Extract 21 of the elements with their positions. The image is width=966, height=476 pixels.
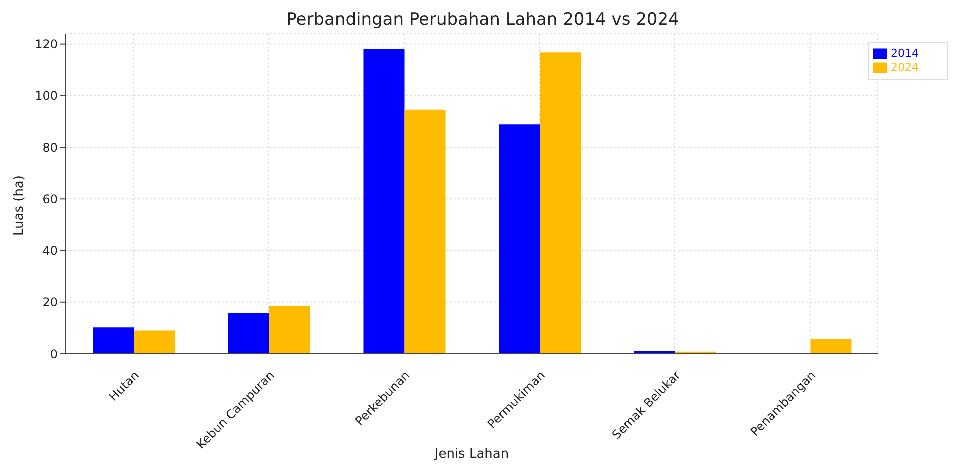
chart-title: Perbandingan Perubahan Lahan 2014 vs 2024 <box>286 10 680 30</box>
y-axis-title: Luas (ha) <box>12 176 27 236</box>
y-tick-label: 0 <box>50 347 58 362</box>
y-tick-label: 60 <box>42 192 58 206</box>
y-tick-label: 100 <box>35 89 58 104</box>
bar <box>93 328 134 354</box>
y-tick-label: 20 <box>42 296 58 310</box>
legend-label: 2024 <box>891 61 919 74</box>
bar <box>499 124 540 354</box>
bar <box>404 110 446 354</box>
legend-label: 2014 <box>891 47 919 60</box>
bar <box>269 306 310 354</box>
bar <box>810 339 852 354</box>
bar <box>364 49 405 354</box>
bar <box>540 52 582 354</box>
bar <box>134 330 176 354</box>
y-tick-label: 120 <box>35 38 58 52</box>
x-axis-title: Jenis Lahan <box>434 447 510 462</box>
bar <box>228 313 270 354</box>
y-tick-label: 80 <box>42 140 58 155</box>
y-tick-label: 40 <box>42 244 58 258</box>
